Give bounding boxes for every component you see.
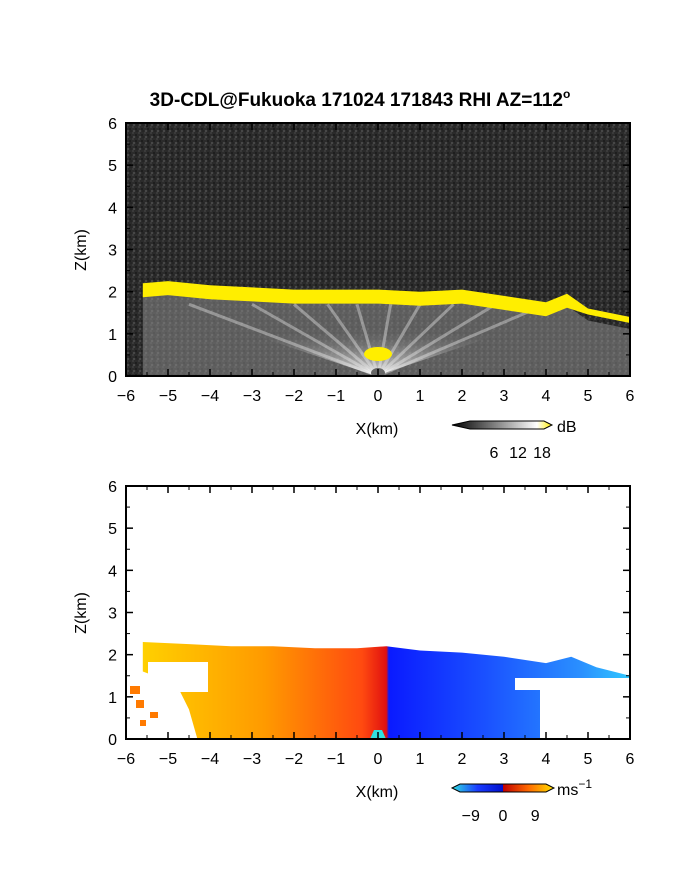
backscatter-ytick-label: 3: [108, 243, 117, 260]
backscatter-xtick-label: 3: [500, 388, 509, 405]
backscatter-ytick-label: 5: [108, 158, 117, 175]
velocity-xtick-label: −2: [285, 751, 303, 768]
velocity-xtick-label: 4: [542, 751, 551, 768]
backscatter-xtick-label: −6: [117, 388, 135, 405]
backscatter-xtick-label: 1: [416, 388, 425, 405]
backscatter-colorbar-unit: dB: [557, 419, 577, 436]
velocity-xtick-label: −5: [159, 751, 177, 768]
backscatter-colorbar-tick-label: 12: [509, 445, 527, 462]
backscatter-beam-ray: [188, 302, 379, 376]
backscatter-colorbar-tick-label: 6: [490, 445, 499, 462]
velocity-colorbar-ticks: −9 0 9: [462, 808, 540, 825]
backscatter-beam-ray: [326, 303, 380, 376]
backscatter-xtick-label: 6: [626, 388, 635, 405]
backscatter-xtick-label: −1: [327, 388, 345, 405]
velocity-field-region: [142, 642, 630, 739]
backscatter-xtick-label: −4: [201, 388, 219, 405]
backscatter-xtick-label: 5: [584, 388, 593, 405]
backscatter-ytick-label: 2: [108, 285, 117, 302]
velocity-xtick-label: 1: [416, 751, 425, 768]
backscatter-xtick-label: −2: [285, 388, 303, 405]
velocity-xlabel: X(km): [356, 784, 399, 801]
backscatter-colorbar-ticks: 6 12 18: [490, 445, 551, 462]
backscatter-field: [142, 281, 630, 376]
velocity-colorbar-unit: ms−1: [557, 777, 592, 799]
velocity-colorbar-bar: [450, 783, 556, 793]
backscatter-ylabel: Z(km): [73, 229, 90, 271]
backscatter-xtick-label: 0: [374, 388, 383, 405]
velocity-colorbar: ms−1 −9 0 9: [450, 777, 592, 825]
velocity-xtick-label: 0: [374, 751, 383, 768]
velocity-gap-right-mid: [515, 678, 630, 690]
backscatter-beam-ray: [355, 303, 380, 376]
backscatter-axes: −6 −5 −4 −3 −2 −1 0 1 2 3 4 5 6 0 1 2 3 4 5 6: [108, 116, 634, 405]
backscatter-beam-ray: [251, 303, 379, 376]
backscatter-ytick-label: 1: [108, 327, 117, 344]
backscatter-xtick-label: −5: [159, 388, 177, 405]
velocity-ytick-label: 4: [108, 563, 117, 580]
backscatter-ytick-label: 6: [108, 116, 117, 133]
backscatter-beam-rays: [188, 302, 547, 376]
velocity-colorbar-tick-label: 9: [531, 808, 540, 825]
backscatter-xtick-label: 4: [542, 388, 551, 405]
velocity-gap-right-lower: [540, 690, 630, 739]
backscatter-colorbar-tick-label: 18: [533, 445, 551, 462]
backscatter-xtick-label: −3: [243, 388, 261, 405]
velocity-ytick-label: 1: [108, 690, 117, 707]
velocity-colorbar-tick-label: −9: [462, 808, 480, 825]
velocity-ytick-label: 2: [108, 648, 117, 665]
velocity-xtick-label: −1: [327, 751, 345, 768]
velocity-xtick-label: 2: [458, 751, 467, 768]
velocity-xtick-label: −3: [243, 751, 261, 768]
velocity-ytick-label: 5: [108, 521, 117, 538]
backscatter-xtick-label: 2: [458, 388, 467, 405]
backscatter-beam-fan: [150, 300, 600, 376]
backscatter-xlabel: X(km): [356, 421, 399, 438]
velocity-ytick-label: 3: [108, 606, 117, 623]
backscatter-ytick-label: 4: [108, 200, 117, 217]
backscatter-beam-ray: [377, 303, 497, 376]
backscatter-beam-ray: [376, 303, 422, 376]
backscatter-beam-ray: [377, 302, 547, 376]
velocity-gap-left-upper: [148, 662, 208, 692]
velocity-ytick-label: 0: [108, 732, 117, 749]
figure-title: 3D-CDL@Fukuoka 171024 171843 RHI AZ=112o: [150, 87, 571, 111]
backscatter-beam-ray: [293, 303, 379, 376]
backscatter-cloud-layer: [142, 281, 630, 323]
velocity-ylabel: Z(km): [73, 592, 90, 634]
velocity-axes: −6 −5 −4 −3 −2 −1 0 1 2 3 4 5 6 0 1 2 3 4 5 6: [108, 479, 634, 768]
velocity-xtick-label: 3: [500, 751, 509, 768]
velocity-xtick-label: 5: [584, 751, 593, 768]
velocity-xtick-label: −4: [201, 751, 219, 768]
velocity-xtick-label: 6: [626, 751, 635, 768]
backscatter-beam-ray: [376, 304, 393, 376]
velocity-left-outliers: [130, 686, 158, 726]
velocity-ytick-label: 6: [108, 479, 117, 496]
velocity-xtick-label: −6: [117, 751, 135, 768]
backscatter-ytick-label: 0: [108, 369, 117, 386]
velocity-field: [130, 642, 630, 739]
velocity-panel: −6 −5 −4 −3 −2 −1 0 1 2 3 4 5 6 0 1 2 3 4 5 6 X(km) Z(km) m…: [73, 479, 635, 825]
backscatter-beam-ray: [376, 303, 455, 376]
backscatter-near-field-echo: [364, 347, 392, 361]
backscatter-colorbar-bar: [451, 420, 554, 430]
backscatter-colorbar: dB 6 12 18: [451, 419, 577, 462]
velocity-colorbar-tick-label: 0: [499, 808, 508, 825]
